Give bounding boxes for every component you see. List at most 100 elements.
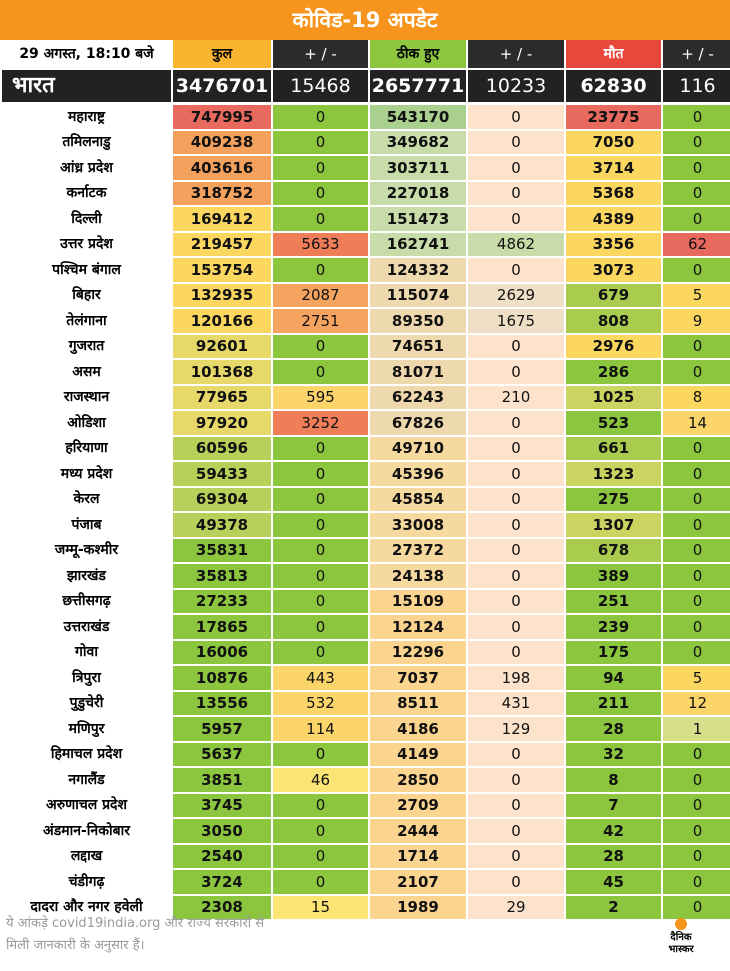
state-total-change: 114 [273, 717, 368, 743]
state-total-change: 46 [273, 768, 368, 794]
state-row: गोवा 16006 0 12296 0 175 0 [2, 640, 730, 666]
covid-table: 29 अगस्त, 18:10 बजे कुल + / - ठीक हुए + … [0, 40, 730, 921]
state-total-change: 595 [273, 385, 368, 411]
state-total-change: 0 [273, 564, 368, 590]
state-recovered-change: 0 [468, 844, 564, 870]
state-name: चंडीगढ़ [2, 870, 171, 896]
state-name: महाराष्ट्र [2, 105, 171, 131]
state-total: 3745 [173, 793, 271, 819]
state-recovered-change: 0 [468, 513, 564, 539]
state-total: 132935 [173, 283, 271, 309]
state-recovered-change: 0 [468, 181, 564, 207]
state-recovered-change: 0 [468, 411, 564, 437]
state-name: जम्मू-कश्मीर [2, 538, 171, 564]
state-deaths-change: 0 [663, 742, 730, 768]
logo-line-1: दैनिक [670, 932, 692, 943]
national-recovered: 2657771 [370, 70, 466, 105]
state-recovered: 162741 [370, 232, 466, 258]
date-label: 29 अगस्त, 18:10 बजे [2, 40, 171, 70]
state-total: 97920 [173, 411, 271, 437]
state-deaths: 42 [566, 819, 661, 845]
state-name: आंध्र प्रदेश [2, 156, 171, 182]
state-recovered-change: 0 [468, 819, 564, 845]
state-total-change: 0 [273, 640, 368, 666]
state-recovered-change: 0 [468, 768, 564, 794]
state-deaths: 2976 [566, 334, 661, 360]
state-row: हरियाणा 60596 0 49710 0 661 0 [2, 436, 730, 462]
state-recovered-change: 0 [468, 334, 564, 360]
state-total-change: 0 [273, 793, 368, 819]
state-deaths-change: 0 [663, 105, 730, 131]
state-recovered-change: 0 [468, 742, 564, 768]
state-total: 16006 [173, 640, 271, 666]
state-recovered-change: 1675 [468, 309, 564, 335]
state-name: गोवा [2, 640, 171, 666]
state-total: 60596 [173, 436, 271, 462]
state-row: दिल्ली 169412 0 151473 0 4389 0 [2, 207, 730, 233]
recovered-change-header: + / - [468, 40, 564, 70]
state-total-change: 0 [273, 360, 368, 386]
state-deaths-change: 0 [663, 181, 730, 207]
state-total-change: 0 [273, 105, 368, 131]
state-total: 101368 [173, 360, 271, 386]
state-total: 35831 [173, 538, 271, 564]
state-recovered-change: 129 [468, 717, 564, 743]
state-name: केरल [2, 487, 171, 513]
state-deaths-change: 12 [663, 691, 730, 717]
state-recovered-change: 0 [468, 156, 564, 182]
source-note-line-2: मिली जानकारी के अनुसार हैं। [6, 938, 145, 953]
state-recovered-change: 0 [468, 538, 564, 564]
state-deaths-change: 0 [663, 768, 730, 794]
state-recovered: 8511 [370, 691, 466, 717]
state-recovered-change: 0 [468, 207, 564, 233]
state-total: 35813 [173, 564, 271, 590]
state-deaths: 239 [566, 615, 661, 641]
state-name: बिहार [2, 283, 171, 309]
state-recovered: 27372 [370, 538, 466, 564]
state-total: 69304 [173, 487, 271, 513]
source-note-line-1: ये आंकड़े covid19india.org और राज्य सरका… [6, 916, 265, 931]
state-row: कर्नाटक 318752 0 227018 0 5368 0 [2, 181, 730, 207]
state-row: छत्तीसगढ़ 27233 0 15109 0 251 0 [2, 589, 730, 615]
state-total: 13556 [173, 691, 271, 717]
state-recovered-change: 4862 [468, 232, 564, 258]
state-total-change: 3252 [273, 411, 368, 437]
state-recovered-change: 0 [468, 870, 564, 896]
national-deaths: 62830 [566, 70, 661, 105]
state-deaths: 94 [566, 666, 661, 692]
state-total: 92601 [173, 334, 271, 360]
state-name: अरुणाचल प्रदेश [2, 793, 171, 819]
state-deaths: 286 [566, 360, 661, 386]
state-row: केरल 69304 0 45854 0 275 0 [2, 487, 730, 513]
state-deaths: 808 [566, 309, 661, 335]
state-name: लद्दाख [2, 844, 171, 870]
state-row: तमिलनाडु 409238 0 349682 0 7050 0 [2, 130, 730, 156]
state-row: हिमाचल प्रदेश 5637 0 4149 0 32 0 [2, 742, 730, 768]
state-recovered: 45396 [370, 462, 466, 488]
state-total-change: 0 [273, 615, 368, 641]
state-recovered: 74651 [370, 334, 466, 360]
state-deaths: 211 [566, 691, 661, 717]
national-row: भारत 3476701 15468 2657771 10233 62830 1… [2, 70, 730, 105]
state-deaths-change: 14 [663, 411, 730, 437]
state-name: राजस्थान [2, 385, 171, 411]
state-deaths: 678 [566, 538, 661, 564]
state-recovered-change: 0 [468, 436, 564, 462]
state-recovered: 1989 [370, 895, 466, 921]
state-row: चंडीगढ़ 3724 0 2107 0 45 0 [2, 870, 730, 896]
state-recovered-change: 2629 [468, 283, 564, 309]
state-deaths-change: 0 [663, 130, 730, 156]
state-recovered: 303711 [370, 156, 466, 182]
national-deaths-change: 116 [663, 70, 730, 105]
state-total-change: 0 [273, 258, 368, 284]
state-recovered: 45854 [370, 487, 466, 513]
total-header: कुल [173, 40, 271, 70]
state-total-change: 0 [273, 156, 368, 182]
state-deaths-change: 0 [663, 895, 730, 921]
state-row: तेलंगाना 120166 2751 89350 1675 808 9 [2, 309, 730, 335]
state-total-change: 0 [273, 870, 368, 896]
state-deaths: 4389 [566, 207, 661, 233]
state-recovered: 543170 [370, 105, 466, 131]
state-row: दादरा और नगर हवेली 2308 15 1989 29 2 0 [2, 895, 730, 921]
state-recovered: 2709 [370, 793, 466, 819]
